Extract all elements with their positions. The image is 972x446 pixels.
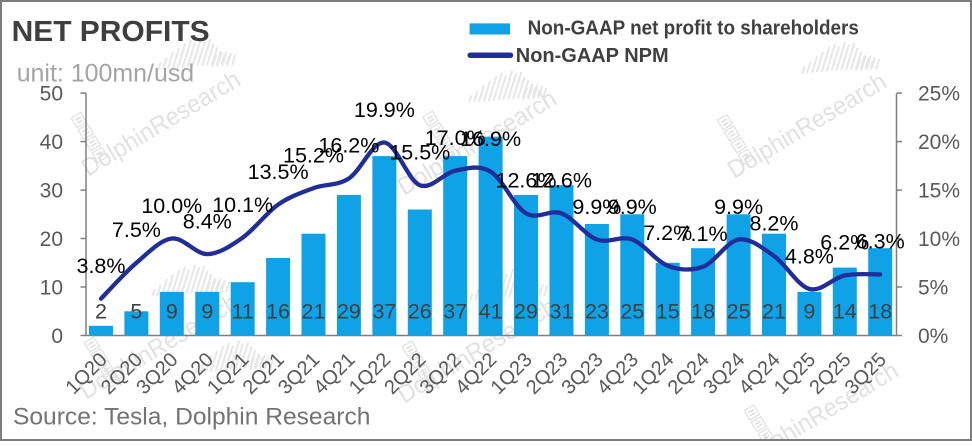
- svg-text:6.2%: 6.2%: [820, 231, 869, 255]
- svg-text:41: 41: [479, 300, 503, 324]
- svg-text:15: 15: [656, 300, 680, 324]
- svg-text:19.9%: 19.9%: [354, 98, 415, 122]
- svg-text:17.0%: 17.0%: [425, 126, 486, 150]
- svg-text:8.4%: 8.4%: [183, 209, 232, 233]
- svg-text:9.9%: 9.9%: [608, 195, 657, 219]
- svg-text:Non-GAAP NPM: Non-GAAP NPM: [516, 45, 669, 67]
- svg-text:18: 18: [691, 300, 715, 324]
- svg-text:25%: 25%: [918, 83, 960, 106]
- svg-text:9.9%: 9.9%: [714, 195, 763, 219]
- svg-text:16.9%: 16.9%: [460, 127, 521, 151]
- svg-text:6.3%: 6.3%: [856, 230, 905, 254]
- svg-text:5: 5: [130, 300, 142, 324]
- svg-text:16: 16: [266, 300, 290, 324]
- svg-text:16.2%: 16.2%: [318, 134, 379, 158]
- svg-text:9.9%: 9.9%: [572, 195, 621, 219]
- svg-text:10.1%: 10.1%: [212, 193, 273, 217]
- svg-text:5%: 5%: [918, 277, 948, 300]
- svg-text:2: 2: [95, 300, 107, 324]
- svg-text:0%: 0%: [918, 325, 948, 348]
- svg-text:10.0%: 10.0%: [141, 194, 202, 218]
- svg-text:14: 14: [833, 300, 857, 324]
- svg-text:7.2%: 7.2%: [643, 221, 692, 245]
- svg-text:0: 0: [51, 325, 63, 348]
- svg-text:Source: Tesla, Dolphin Researc: Source: Tesla, Dolphin Research: [13, 404, 370, 431]
- svg-text:3.8%: 3.8%: [76, 254, 125, 278]
- svg-text:NET PROFITS: NET PROFITS: [12, 16, 210, 48]
- svg-text:29: 29: [514, 300, 538, 324]
- svg-text:12.6%: 12.6%: [531, 169, 592, 193]
- svg-text:25: 25: [620, 300, 644, 324]
- svg-text:8.2%: 8.2%: [749, 211, 798, 235]
- svg-text:50: 50: [40, 83, 63, 106]
- svg-text:13.5%: 13.5%: [248, 160, 309, 184]
- svg-text:10: 10: [40, 277, 63, 300]
- svg-text:26: 26: [408, 300, 432, 324]
- svg-text:37: 37: [443, 300, 467, 324]
- svg-text:21: 21: [302, 300, 326, 324]
- svg-text:4.8%: 4.8%: [785, 244, 834, 268]
- svg-text:20: 20: [40, 228, 63, 251]
- svg-text:21: 21: [762, 300, 786, 324]
- svg-text:18: 18: [868, 300, 892, 324]
- svg-text:10%: 10%: [918, 228, 960, 251]
- svg-text:9: 9: [201, 300, 213, 324]
- svg-text:7.1%: 7.1%: [679, 222, 728, 246]
- svg-text:12.6%: 12.6%: [496, 169, 557, 193]
- svg-text:11: 11: [232, 300, 254, 324]
- svg-text:29: 29: [337, 300, 361, 324]
- svg-text:Non-GAAP net profit to shareho: Non-GAAP net profit to shareholders: [528, 17, 859, 39]
- svg-text:7.5%: 7.5%: [112, 218, 161, 242]
- svg-text:23: 23: [585, 300, 609, 324]
- svg-text:37: 37: [372, 300, 396, 324]
- svg-text:20%: 20%: [918, 131, 960, 154]
- svg-text:9: 9: [166, 300, 178, 324]
- svg-text:15.5%: 15.5%: [389, 141, 450, 165]
- svg-text:15%: 15%: [918, 180, 960, 203]
- svg-text:25: 25: [727, 300, 751, 324]
- svg-text:unit: 100mn/usd: unit: 100mn/usd: [17, 60, 195, 88]
- svg-text:31: 31: [550, 300, 574, 324]
- svg-text:40: 40: [40, 131, 63, 154]
- svg-text:30: 30: [40, 180, 63, 203]
- svg-text:15.2%: 15.2%: [283, 143, 344, 167]
- svg-text:9: 9: [803, 300, 815, 324]
